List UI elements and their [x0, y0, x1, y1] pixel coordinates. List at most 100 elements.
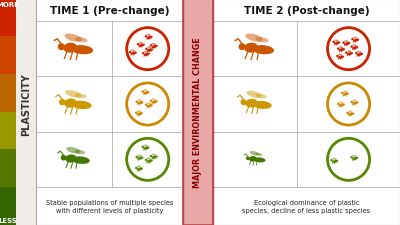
Ellipse shape: [145, 48, 148, 51]
Text: TIME 1 (Pre-change): TIME 1 (Pre-change): [50, 6, 169, 16]
Ellipse shape: [138, 44, 145, 48]
Bar: [0, 112, 16, 150]
Ellipse shape: [71, 46, 93, 55]
Ellipse shape: [252, 101, 272, 109]
Ellipse shape: [352, 100, 357, 102]
Ellipse shape: [332, 41, 335, 44]
Ellipse shape: [334, 40, 339, 42]
Ellipse shape: [339, 104, 345, 107]
Ellipse shape: [146, 105, 153, 108]
Ellipse shape: [152, 99, 156, 101]
Ellipse shape: [144, 145, 148, 147]
Text: TIME 2 (Post-change): TIME 2 (Post-change): [244, 6, 369, 16]
Bar: [0, 187, 16, 225]
Bar: [0, 149, 16, 187]
Ellipse shape: [137, 44, 139, 46]
Ellipse shape: [339, 102, 343, 104]
Ellipse shape: [147, 158, 151, 160]
Ellipse shape: [135, 112, 138, 114]
Ellipse shape: [131, 52, 137, 56]
Ellipse shape: [74, 47, 78, 52]
Ellipse shape: [74, 158, 78, 161]
Ellipse shape: [136, 101, 138, 104]
Ellipse shape: [341, 92, 344, 95]
Ellipse shape: [72, 157, 90, 164]
Ellipse shape: [250, 151, 259, 156]
Ellipse shape: [61, 155, 66, 161]
Ellipse shape: [74, 103, 78, 106]
Ellipse shape: [146, 160, 153, 163]
Ellipse shape: [150, 100, 152, 103]
FancyBboxPatch shape: [183, 0, 213, 225]
Ellipse shape: [240, 100, 247, 106]
Ellipse shape: [143, 92, 150, 95]
Ellipse shape: [144, 54, 150, 57]
Text: PLASTICITY: PLASTICITY: [21, 73, 31, 136]
Ellipse shape: [238, 44, 246, 51]
Ellipse shape: [152, 154, 156, 156]
Ellipse shape: [145, 159, 147, 162]
Ellipse shape: [147, 35, 151, 37]
Ellipse shape: [75, 38, 88, 43]
Ellipse shape: [139, 43, 143, 45]
Ellipse shape: [143, 147, 150, 150]
Ellipse shape: [347, 53, 353, 56]
Ellipse shape: [146, 37, 153, 40]
Ellipse shape: [137, 102, 144, 105]
Ellipse shape: [343, 91, 347, 93]
Ellipse shape: [332, 158, 337, 160]
Ellipse shape: [255, 159, 257, 161]
Ellipse shape: [355, 53, 358, 55]
Ellipse shape: [252, 46, 274, 55]
Ellipse shape: [137, 168, 143, 171]
Ellipse shape: [138, 100, 142, 102]
Ellipse shape: [147, 47, 152, 49]
Ellipse shape: [352, 157, 358, 160]
Ellipse shape: [339, 49, 345, 52]
Text: Stable populations of multiple species
with different levels of plasticity: Stable populations of multiple species w…: [46, 199, 173, 213]
Ellipse shape: [348, 113, 354, 116]
Ellipse shape: [339, 47, 343, 49]
Ellipse shape: [131, 50, 135, 52]
Ellipse shape: [152, 156, 158, 159]
Ellipse shape: [246, 91, 262, 99]
Ellipse shape: [256, 94, 267, 99]
Ellipse shape: [65, 155, 77, 163]
Ellipse shape: [249, 156, 257, 162]
Ellipse shape: [150, 45, 152, 47]
Ellipse shape: [338, 56, 344, 60]
Ellipse shape: [344, 43, 350, 46]
Ellipse shape: [152, 44, 156, 46]
Ellipse shape: [353, 39, 359, 43]
Ellipse shape: [330, 159, 333, 162]
Ellipse shape: [336, 56, 339, 58]
Text: Ecological dominance of plastic
species, decline of less plastic species: Ecological dominance of plastic species,…: [242, 199, 370, 213]
Ellipse shape: [75, 150, 85, 155]
Ellipse shape: [244, 43, 258, 54]
Ellipse shape: [350, 101, 353, 104]
Ellipse shape: [255, 103, 258, 106]
Ellipse shape: [142, 53, 144, 55]
Ellipse shape: [75, 94, 86, 99]
Ellipse shape: [254, 158, 266, 163]
Ellipse shape: [142, 91, 144, 93]
Ellipse shape: [332, 160, 338, 163]
Ellipse shape: [152, 101, 158, 104]
Bar: [36, 0, 400, 22]
Ellipse shape: [137, 157, 144, 160]
Ellipse shape: [72, 101, 92, 110]
Ellipse shape: [351, 39, 354, 41]
Ellipse shape: [136, 156, 138, 159]
Ellipse shape: [147, 49, 153, 52]
Ellipse shape: [144, 52, 148, 54]
Ellipse shape: [255, 47, 259, 52]
Ellipse shape: [137, 166, 141, 168]
Ellipse shape: [142, 146, 144, 148]
Ellipse shape: [337, 48, 340, 51]
Ellipse shape: [137, 111, 141, 113]
Bar: [0, 0, 16, 38]
Ellipse shape: [346, 112, 349, 115]
Ellipse shape: [137, 112, 143, 116]
Ellipse shape: [338, 54, 342, 56]
Ellipse shape: [334, 42, 340, 45]
